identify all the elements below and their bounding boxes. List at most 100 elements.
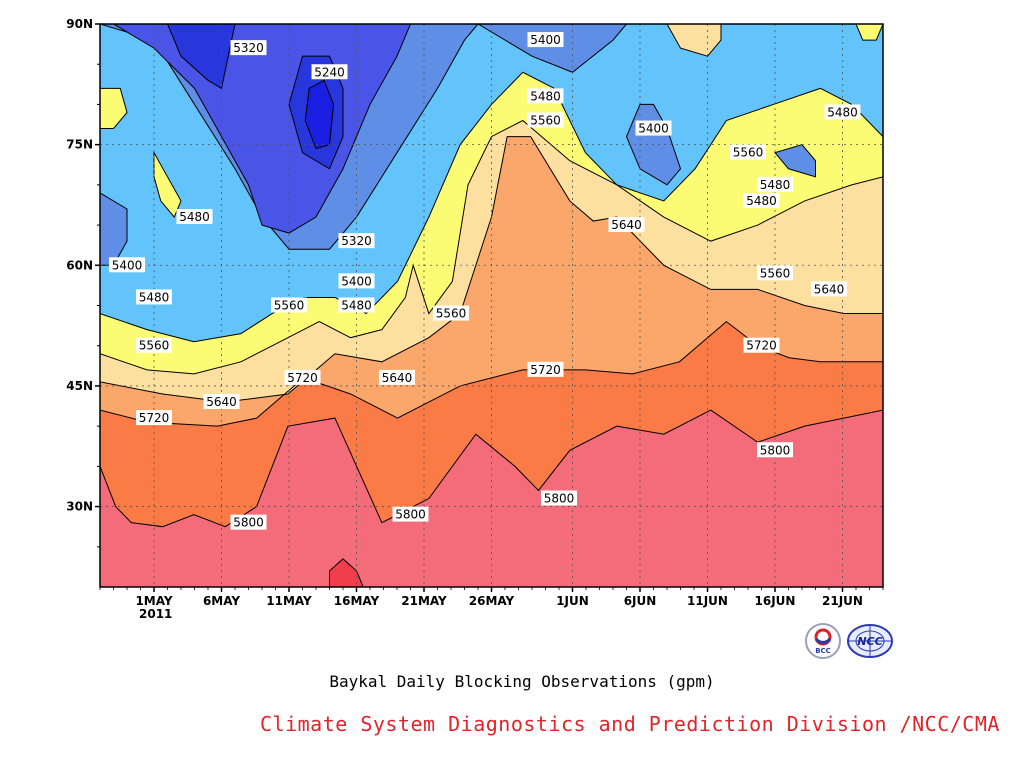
- contour-label: 5640: [608, 217, 645, 233]
- contour-label: 5560: [757, 265, 793, 281]
- contour-label-box: [203, 394, 240, 410]
- contour-label-text: 5400: [638, 122, 669, 136]
- contour-region: [477, 24, 628, 73]
- contour-label-text: 5800: [395, 508, 426, 522]
- contour-label: 5400: [338, 273, 375, 289]
- contour-label: 5320: [338, 233, 375, 249]
- contour-label: 5480: [757, 176, 793, 192]
- contour-label-box: [608, 217, 645, 233]
- contour-label: 5800: [541, 490, 577, 506]
- x-tick-label: 6JUN: [624, 594, 657, 608]
- contour-label: 5560: [433, 305, 469, 321]
- y-tick-label: 90N: [66, 17, 93, 31]
- contour-label-text: 5720: [287, 371, 318, 385]
- x-tick-label: 26MAY: [469, 594, 515, 608]
- contour-label: 5720: [527, 361, 564, 377]
- contour-label: 5640: [811, 281, 847, 297]
- y-tick-label: 60N: [66, 258, 93, 272]
- plot-area: [100, 24, 883, 587]
- contour-label: 5720: [284, 369, 321, 385]
- contour-label: 5400: [527, 32, 564, 48]
- contour-label-box: [392, 506, 429, 522]
- contour-label-box: [176, 209, 213, 225]
- contour-label: 5480: [176, 209, 213, 225]
- contour-label-box: [433, 305, 469, 321]
- contour-label-box: [109, 257, 145, 273]
- contour-label-box: [230, 514, 267, 530]
- y-tick-label: 30N: [66, 500, 93, 514]
- ncc-logo-text: NCC: [857, 635, 882, 648]
- bcc-logo: BCC: [804, 622, 842, 660]
- contour-label: 5400: [109, 257, 145, 273]
- contour-label-box: [338, 297, 375, 313]
- contour-label-text: 5480: [179, 210, 210, 224]
- contour-region: [774, 144, 816, 178]
- contour-label-box: [824, 104, 861, 120]
- contour-label-box: [811, 281, 847, 297]
- contour-region: [166, 24, 236, 90]
- contour-label-box: [757, 176, 793, 192]
- contour-label-text: 5400: [530, 33, 561, 47]
- bcc-logo-text: BCC: [815, 647, 831, 655]
- contour-label-box: [730, 144, 766, 160]
- credit-line: Climate System Diagnostics and Predictio…: [260, 712, 1000, 736]
- contour-label-text: 5480: [341, 299, 372, 313]
- contour-label-box: [338, 233, 375, 249]
- contour-label-text: 5640: [382, 371, 413, 385]
- contour-label: 5480: [824, 104, 861, 120]
- contour-label-text: 5480: [827, 105, 858, 119]
- contour-label-text: 5480: [746, 194, 777, 208]
- contour-label-text: 5480: [530, 89, 561, 103]
- contour-label: 5560: [730, 144, 766, 160]
- contour-label-text: 5480: [139, 290, 170, 304]
- chart-title: Baykal Daily Blocking Observations (gpm): [329, 672, 715, 691]
- contour-label-box: [635, 120, 672, 136]
- contour-label-text: 5400: [112, 258, 143, 272]
- contour-label-box: [379, 369, 415, 385]
- x-tick-label: 6MAY: [203, 594, 240, 608]
- contour-line: [100, 71, 883, 343]
- ncc-logo: NCC: [846, 622, 894, 660]
- contour-label-text: 5560: [274, 299, 305, 313]
- contour-label-text: 5640: [206, 395, 237, 409]
- contour-label-text: 5720: [139, 411, 170, 425]
- x-tick-label: 21JUN: [822, 594, 863, 608]
- contour-label-text: 5560: [733, 146, 764, 160]
- contour-label-box: [136, 289, 172, 305]
- contour-region: [100, 192, 128, 266]
- x-tick-label: 11JUN: [687, 594, 728, 608]
- contour-label-text: 5320: [341, 234, 372, 248]
- contour-label: 5560: [136, 337, 172, 353]
- contour-line: [100, 119, 883, 375]
- contour-label-box: [527, 361, 564, 377]
- contour-label-box: [136, 410, 172, 426]
- contour-label-box: [757, 442, 793, 458]
- contour-region: [329, 558, 364, 587]
- contour-label: 5480: [527, 88, 564, 104]
- contour-label-box: [230, 40, 267, 56]
- contour-label: 5400: [635, 120, 672, 136]
- contour-label-box: [527, 112, 564, 128]
- contour-label: 5480: [338, 297, 375, 313]
- contour-label: 5560: [527, 112, 564, 128]
- contour-label-text: 5560: [530, 114, 561, 128]
- x-axis: 1MAY 6MAY 11MAY 16MAY 21MAY 26MAY 1JUN 6JUN 11JU…: [99, 587, 884, 608]
- contour-label: 5480: [136, 289, 172, 305]
- contour-label: 5720: [743, 337, 780, 353]
- x-tick-label: 16MAY: [334, 594, 380, 608]
- contour-label-text: 5800: [544, 492, 575, 506]
- y-tick-label: 45N: [66, 379, 93, 393]
- contour-line: [100, 136, 883, 403]
- contour-label-text: 5640: [611, 218, 642, 232]
- contour-label-box: [271, 297, 307, 313]
- contour-label-box: [527, 32, 564, 48]
- contour-label-text: 5720: [530, 363, 561, 377]
- contour-label-box: [136, 337, 172, 353]
- x-tick-label: 1MAY: [135, 594, 172, 608]
- contour-label-box: [743, 337, 780, 353]
- contour-region: [100, 87, 128, 130]
- x-tick-label: 1JUN: [556, 594, 589, 608]
- contour-label-box: [284, 369, 321, 385]
- contour-label-box: [541, 490, 577, 506]
